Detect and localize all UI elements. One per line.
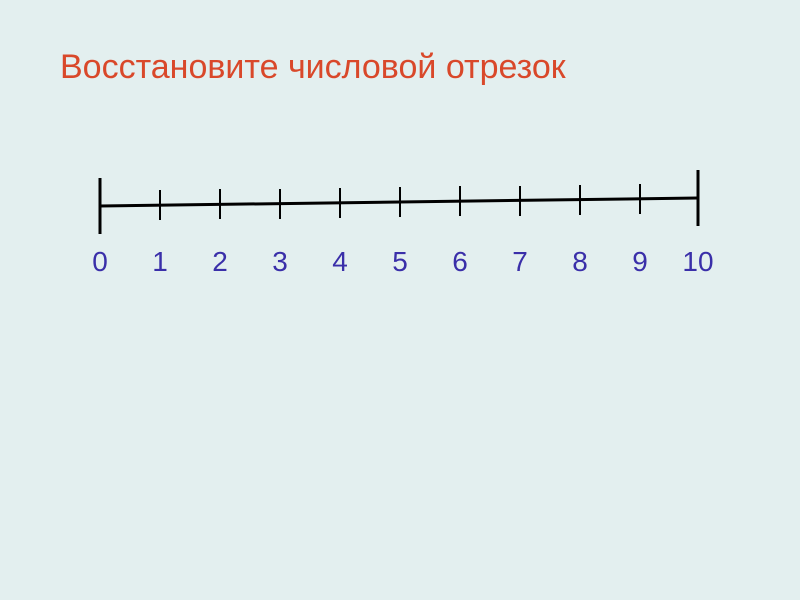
- tick-label: 1: [152, 246, 168, 278]
- tick-label: 7: [512, 246, 528, 278]
- tick-label: 6: [452, 246, 468, 278]
- number-line: 012345678910: [90, 160, 710, 240]
- number-line-svg: [90, 160, 710, 240]
- tick-label: 9: [632, 246, 648, 278]
- tick-label: 2: [212, 246, 228, 278]
- tick-label: 10: [682, 246, 713, 278]
- slide: Восстановите числовой отрезок 0123456789…: [0, 0, 800, 600]
- tick-label: 8: [572, 246, 588, 278]
- tick-label: 0: [92, 246, 108, 278]
- tick-label: 3: [272, 246, 288, 278]
- tick-label: 4: [332, 246, 348, 278]
- slide-title: Восстановите числовой отрезок: [60, 48, 566, 87]
- tick-label: 5: [392, 246, 408, 278]
